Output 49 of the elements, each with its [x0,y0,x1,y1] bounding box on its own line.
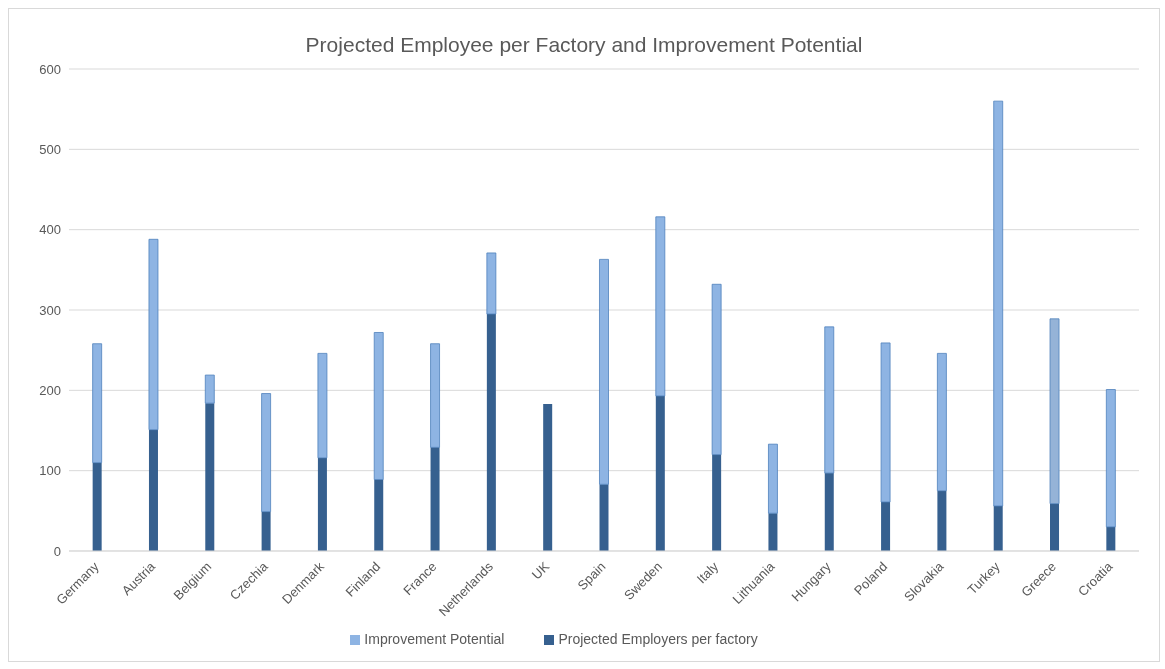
bar [205,403,215,551]
y-tick-label: 600 [39,61,61,77]
bar [317,352,328,459]
bar [543,403,553,551]
y-tick-label: 300 [39,302,61,318]
y-tick-label: 500 [39,141,61,157]
bar [1106,526,1116,551]
bar [204,374,215,404]
bar [486,252,497,315]
legend-label: Projected Employers per factory [558,631,758,647]
bar [880,342,891,503]
y-tick-label: 100 [39,463,61,479]
bar [655,216,666,397]
y-tick-label: 200 [39,382,61,398]
bar [261,393,272,513]
x-tick-label: Italy [693,558,722,587]
bar [317,457,327,551]
bar [430,343,440,448]
bar [824,473,834,551]
bar [1105,389,1116,528]
bar [599,484,609,551]
bar [486,314,496,551]
bar [768,513,778,551]
bar [373,332,384,480]
bar [655,395,665,551]
bar [148,429,158,551]
bar [936,352,947,492]
bar [712,454,722,551]
bar [599,258,609,485]
bar [993,100,1004,507]
bar [881,502,891,551]
y-tick-label: 0 [53,543,61,559]
bar [824,326,835,474]
bar [92,343,103,464]
bar [993,506,1003,551]
bar [1049,318,1060,504]
bar [148,238,159,431]
chart-title: Projected Employee per Factory and Improvement Potential [304,33,864,57]
bar [430,447,440,551]
bar [711,283,722,455]
bar [92,462,102,551]
bar [768,443,778,514]
bar [937,490,947,551]
legend-label: Improvement Potential [364,631,505,647]
bar [1050,503,1060,551]
bar [374,479,384,551]
y-tick-label: 400 [39,222,61,238]
x-tick-label: UK [528,558,553,583]
bar [261,511,271,551]
